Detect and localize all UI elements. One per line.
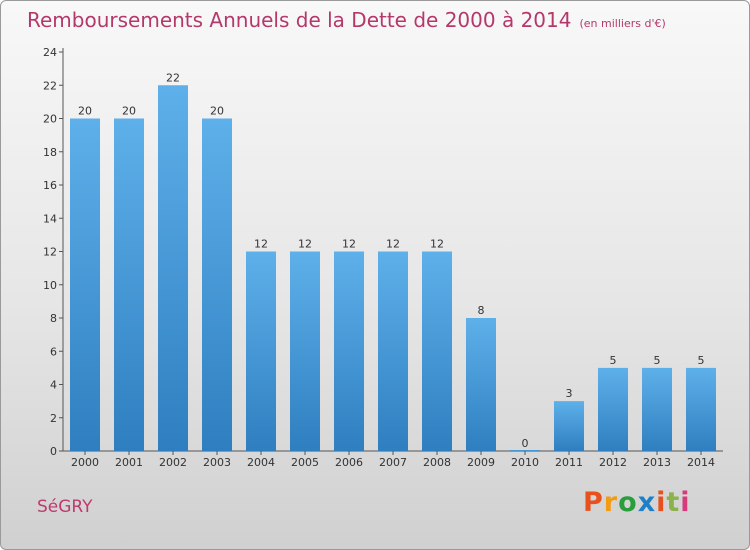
chart-subtitle: (en milliers d'€) <box>579 17 666 30</box>
bar-value-label: 22 <box>166 71 180 84</box>
bar-value-label: 20 <box>210 105 224 118</box>
x-tick-label: 2008 <box>423 456 451 469</box>
y-tick-label: 24 <box>43 46 57 59</box>
bar-value-label: 8 <box>478 304 485 317</box>
bar-value-label: 12 <box>342 238 356 251</box>
x-tick-label: 2007 <box>379 456 407 469</box>
x-tick-label: 2010 <box>511 456 539 469</box>
bar <box>510 450 540 451</box>
bar-value-label: 0 <box>522 437 529 450</box>
x-tick-label: 2003 <box>203 456 231 469</box>
logo-letter: x <box>637 487 657 518</box>
bar <box>334 251 364 451</box>
y-tick-label: 18 <box>43 146 57 159</box>
bar <box>598 367 628 451</box>
y-tick-label: 8 <box>50 312 57 325</box>
bar-value-label: 20 <box>122 105 136 118</box>
y-tick-label: 22 <box>43 79 57 92</box>
bar-value-label: 5 <box>698 354 705 367</box>
logo-letter: i <box>656 487 667 518</box>
x-tick-label: 2004 <box>247 456 275 469</box>
x-tick-label: 2000 <box>71 456 99 469</box>
bar <box>202 118 232 451</box>
x-tick-label: 2014 <box>687 456 715 469</box>
x-tick-label: 2005 <box>291 456 319 469</box>
logo-letter: r <box>603 487 619 518</box>
y-tick-label: 6 <box>50 345 57 358</box>
chart-title-text: Remboursements Annuels de la Dette de 20… <box>27 8 572 32</box>
bar-value-label: 12 <box>430 238 444 251</box>
bar-value-label: 3 <box>566 387 573 400</box>
bar <box>70 118 100 451</box>
commune-name: SéGRY <box>37 497 93 517</box>
x-tick-label: 2001 <box>115 456 143 469</box>
bar-value-label: 5 <box>654 354 661 367</box>
bar <box>158 85 188 451</box>
bar <box>246 251 276 451</box>
y-tick-label: 4 <box>50 379 57 392</box>
proxiti-logo[interactable]: Proxiti <box>583 487 691 518</box>
bar <box>378 251 408 451</box>
y-tick-label: 12 <box>43 246 57 259</box>
bar-value-label: 5 <box>610 354 617 367</box>
bar <box>290 251 320 451</box>
bar <box>114 118 144 451</box>
y-tick-label: 14 <box>43 212 57 225</box>
bar-value-label: 12 <box>386 238 400 251</box>
bar <box>554 401 584 451</box>
bar-value-label: 12 <box>298 238 312 251</box>
bar-value-label: 12 <box>254 238 268 251</box>
logo-letter: i <box>680 487 691 518</box>
x-tick-label: 2012 <box>599 456 627 469</box>
y-tick-label: 20 <box>43 113 57 126</box>
y-tick-label: 16 <box>43 179 57 192</box>
bar <box>422 251 452 451</box>
logo-letter: P <box>583 487 604 518</box>
bar-value-label: 20 <box>78 105 92 118</box>
x-tick-label: 2009 <box>467 456 495 469</box>
logo-letter: t <box>666 487 681 518</box>
x-tick-label: 2011 <box>555 456 583 469</box>
y-tick-label: 0 <box>50 445 57 458</box>
bar <box>642 367 672 451</box>
bar <box>466 318 496 451</box>
chart-title: Remboursements Annuels de la Dette de 20… <box>27 8 666 32</box>
x-tick-label: 2006 <box>335 456 363 469</box>
bar <box>686 367 716 451</box>
y-tick-label: 2 <box>50 412 57 425</box>
logo-letter: o <box>618 487 638 518</box>
x-tick-label: 2002 <box>159 456 187 469</box>
x-tick-label: 2013 <box>643 456 671 469</box>
y-tick-label: 10 <box>43 279 57 292</box>
